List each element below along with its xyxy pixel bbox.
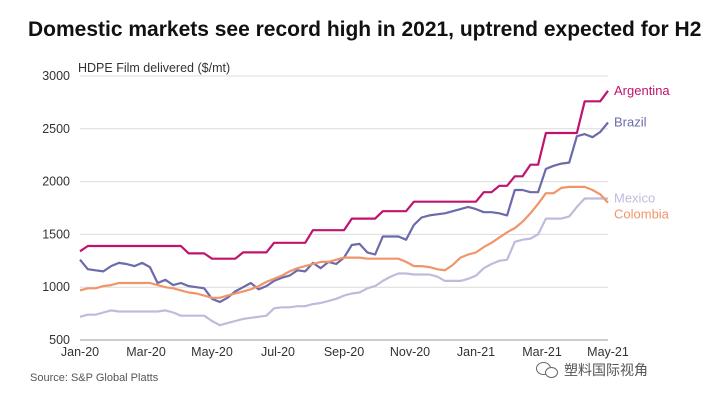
gridlines (80, 75, 608, 341)
y-tick-label: 1500 (42, 227, 70, 241)
y-tick-label: 2000 (42, 175, 70, 189)
legend-label-mexico: Mexico (614, 190, 655, 205)
legend-label-colombia: Colombia (614, 206, 670, 221)
y-tick-label: 3000 (42, 69, 70, 83)
x-tick-label: May-21 (587, 345, 629, 359)
legend-label-argentina: Argentina (614, 83, 670, 98)
x-tick-label: Mar-20 (126, 345, 166, 359)
series-line-argentina (79, 90, 609, 260)
x-tick-label: Jul-20 (261, 345, 295, 359)
x-tick-label: Sep-20 (324, 345, 364, 359)
watermark-text: 塑料国际视角 (564, 362, 648, 378)
x-tick-label: Jan-21 (457, 345, 495, 359)
x-tick-label: May-20 (191, 345, 233, 359)
x-tick-label: Jan-20 (61, 345, 99, 359)
source-note: Source: S&P Global Platts (30, 372, 159, 384)
watermark: 塑料国际视角 (536, 360, 648, 380)
wechat-icon (536, 361, 558, 379)
y-tick-label: 2500 (42, 122, 70, 136)
series-lines (79, 90, 609, 327)
x-tick-label: Mar-21 (522, 345, 562, 359)
y-tick-label: 500 (49, 333, 70, 347)
x-tick-label: Nov-20 (390, 345, 430, 359)
x-tick-labels: Jan-20 Mar-20 May-20 Jul-20 Sep-20 Nov-20 Jan-… (61, 345, 629, 359)
legend-label-brazil: Brazil (614, 114, 647, 129)
y-axis-label: HDPE Film delivered ($/mt) (78, 61, 230, 75)
y-tick-label: 1000 (42, 280, 70, 294)
series-line-colombia (79, 185, 609, 299)
series-line-brazil (79, 121, 609, 304)
series-line-mexico (79, 197, 608, 327)
chart-title: Domestic markets see record high in 2021… (28, 18, 702, 41)
y-tick-labels: 500 1000 1500 2000 2500 3000 (42, 69, 70, 347)
